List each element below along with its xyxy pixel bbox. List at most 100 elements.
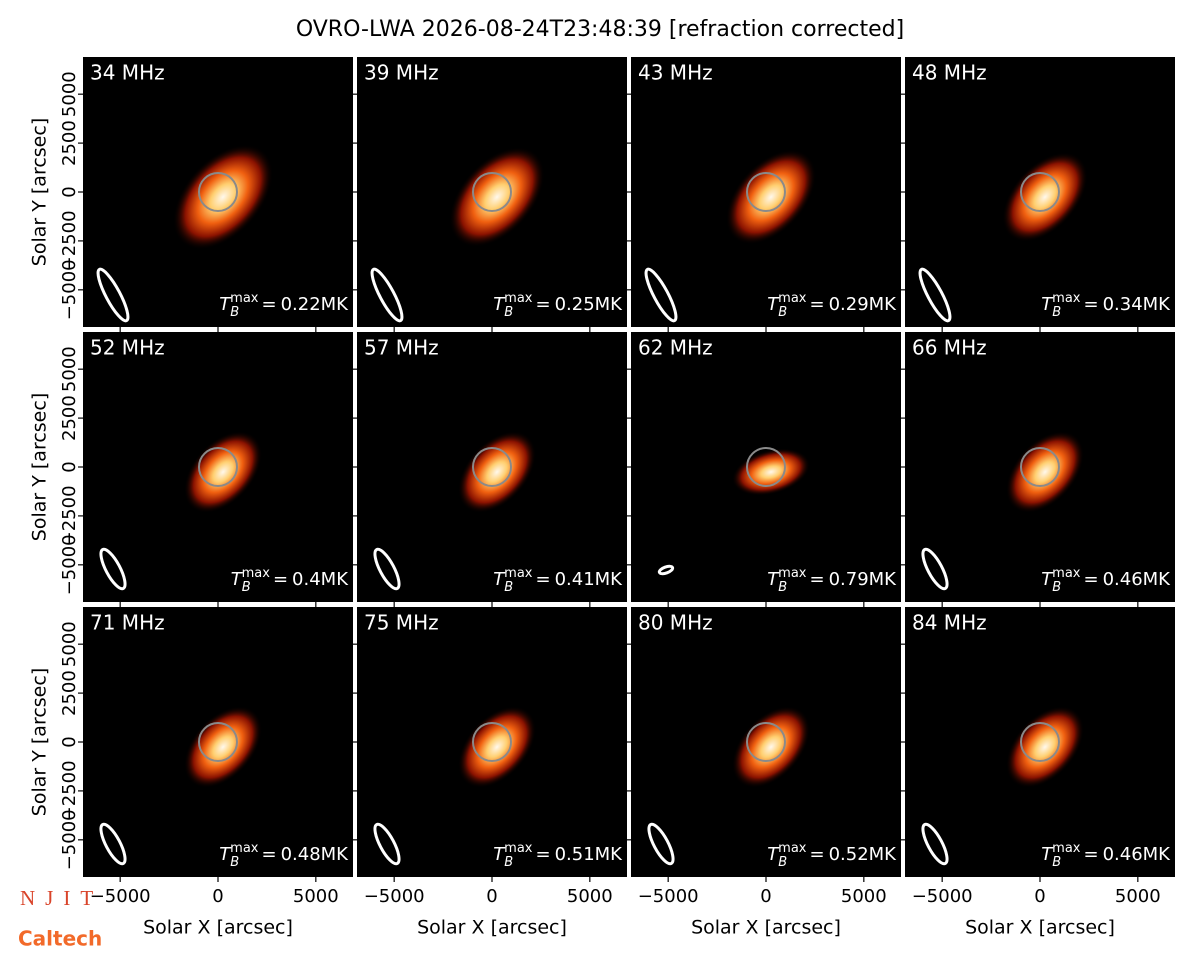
tb-max-label: TBmax = 0.25MK [493, 291, 623, 320]
panel: 66 MHz TBmax = 0.46MK [900, 332, 1175, 607]
y-tick-label: −2500 [59, 760, 80, 821]
tb-sup: max [230, 291, 259, 306]
panel: 57 MHz TBmax = 0.41MK [352, 332, 627, 607]
radio-source [731, 706, 811, 788]
tb-eq: = [809, 569, 824, 590]
y-tick-label: 2500 [59, 670, 80, 716]
x-tick-label: −5000 [364, 886, 425, 907]
y-tick-label: −5000 [59, 259, 80, 320]
beam [96, 267, 130, 323]
tb-sub: B [778, 855, 787, 870]
tb-sup: max [242, 566, 271, 581]
tb-value: 0.48MK [281, 844, 350, 865]
radio-source [1005, 431, 1085, 513]
tb-value: 0.34MK [1103, 294, 1172, 315]
logo-njit: NJIT [20, 886, 103, 910]
panel: 43 MHz TBmax = 0.29MK [626, 57, 901, 332]
tb-max-label: TBmax = 0.34MK [1041, 291, 1171, 320]
panel: 62 MHz TBmax = 0.79MK [626, 332, 901, 607]
tb-symbol: T [767, 569, 780, 590]
beam [370, 267, 404, 323]
y-axis-label: Solar Y [arcsec] [29, 668, 51, 816]
tb-eq: = [1083, 844, 1098, 865]
solar-disk [198, 172, 238, 212]
frequency-label: 43 MHz [638, 61, 713, 85]
tb-value: 0.4MK [292, 569, 349, 590]
beam [921, 547, 949, 591]
tb-eq: = [273, 569, 288, 590]
x-tick-label: 0 [760, 886, 771, 907]
x-tick-label: 5000 [841, 886, 887, 907]
tb-sup: max [778, 566, 807, 581]
tb-sup: max [504, 566, 533, 581]
tb-eq: = [261, 294, 276, 315]
radio-source [1005, 706, 1085, 788]
y-tick-label: 5000 [59, 346, 80, 392]
tb-sub: B [242, 580, 251, 595]
radio-source [731, 448, 811, 496]
tb-max-label: TBmax = 0.46MK [1041, 841, 1171, 870]
solar-disk [1020, 722, 1060, 762]
panel: 48 MHz TBmax = 0.34MK [900, 57, 1175, 332]
frequency-label: 84 MHz [912, 611, 987, 635]
radio-source [449, 146, 545, 248]
radio-source [183, 706, 263, 788]
tb-sub: B [504, 580, 513, 595]
tb-sup: max [778, 291, 807, 306]
y-tick-label: −5000 [59, 809, 80, 870]
frequency-label: 52 MHz [90, 336, 165, 360]
tb-max-label: TBmax = 0.29MK [767, 291, 897, 320]
tb-eq: = [535, 294, 550, 315]
tb-eq: = [809, 844, 824, 865]
frequency-label: 80 MHz [638, 611, 713, 635]
y-tick-label: 0 [59, 736, 80, 747]
solar-disk [746, 172, 786, 212]
y-tick-label: 5000 [59, 621, 80, 667]
tb-symbol: T [219, 844, 232, 865]
x-tick-label: 5000 [293, 886, 339, 907]
y-tick-label: −5000 [59, 534, 80, 595]
tb-eq: = [535, 844, 550, 865]
tb-value: 0.46MK [1103, 844, 1172, 865]
tb-sub: B [230, 855, 239, 870]
beam [644, 267, 678, 323]
solar-disk [472, 722, 512, 762]
x-tick-label: −5000 [638, 886, 699, 907]
radio-source [457, 431, 537, 513]
tb-max-label: TBmax = 0.79MK [767, 566, 897, 595]
solar-disk [1020, 172, 1060, 212]
frequency-label: 71 MHz [90, 611, 165, 635]
frequency-label: 75 MHz [364, 611, 439, 635]
tb-sup: max [1052, 291, 1081, 306]
frequency-label: 34 MHz [90, 61, 165, 85]
tb-sub: B [504, 855, 513, 870]
tb-eq: = [1083, 569, 1098, 590]
x-tick-label: 5000 [1115, 886, 1161, 907]
x-axis-label: Solar X [arcsec] [691, 917, 841, 939]
tb-symbol: T [767, 844, 780, 865]
tb-symbol: T [1041, 569, 1054, 590]
panel: 52 MHz TBmax = 0.4MK −5000−2500 0 2500 5000 Sola… [29, 332, 353, 607]
y-tick-label: −2500 [59, 485, 80, 546]
tb-sup: max [1052, 566, 1081, 581]
radio-source [183, 431, 263, 513]
radio-source [725, 149, 817, 245]
tb-eq: = [261, 844, 276, 865]
frequency-label: 62 MHz [638, 336, 713, 360]
radio-source [1002, 152, 1088, 242]
tb-symbol: T [231, 569, 244, 590]
beam [921, 822, 949, 866]
radio-source [172, 144, 274, 250]
x-tick-label: −5000 [90, 886, 151, 907]
panel: 34 MHz TBmax = 0.22MK −5000−2500 0 2500 5000 Sol… [29, 57, 353, 332]
frequency-label: 57 MHz [364, 336, 439, 360]
beam [99, 822, 127, 866]
tb-symbol: T [493, 294, 506, 315]
tb-sub: B [778, 580, 787, 595]
solar-disk [472, 172, 512, 212]
solar-disk [746, 447, 786, 487]
y-tick-label: 2500 [59, 120, 80, 166]
tb-symbol: T [1041, 294, 1054, 315]
tb-sup: max [504, 841, 533, 856]
